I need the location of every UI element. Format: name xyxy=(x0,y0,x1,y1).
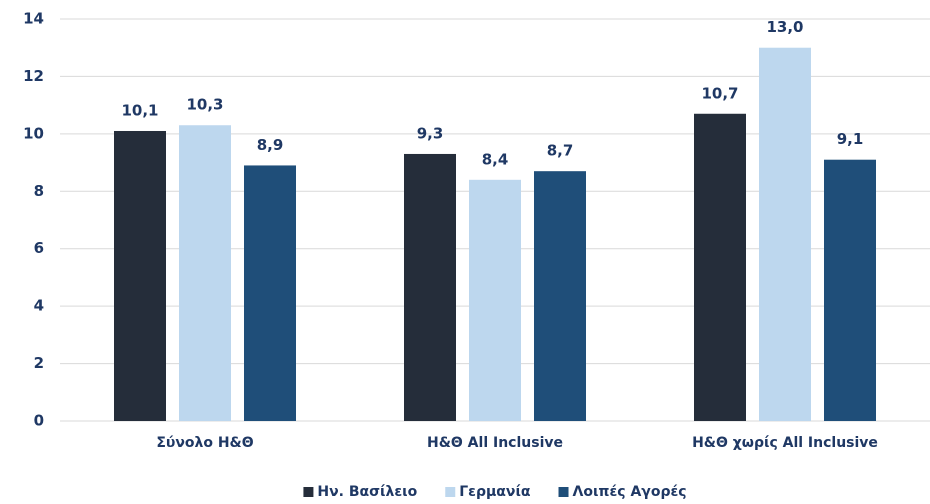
bar xyxy=(824,159,876,421)
y-tick-label: 0 xyxy=(34,412,44,430)
y-tick-label: 8 xyxy=(34,182,44,200)
y-tick-label: 2 xyxy=(34,354,44,372)
legend-label: Ην. Βασίλειο xyxy=(317,484,417,500)
bar xyxy=(759,47,811,421)
value-label: 8,7 xyxy=(547,142,574,160)
y-tick-label: 12 xyxy=(23,67,44,85)
value-label: 8,4 xyxy=(482,150,509,168)
value-label: 10,3 xyxy=(186,96,223,114)
legend-label: Γερμανία xyxy=(459,484,531,500)
y-tick-label: 14 xyxy=(23,10,44,28)
legend-swatch xyxy=(303,487,314,497)
value-label: 9,3 xyxy=(417,124,444,142)
x-tick-label: Η&Θ χωρίς All Inclusive xyxy=(692,435,878,451)
legend-swatch xyxy=(445,487,456,497)
bar xyxy=(404,153,456,421)
bar xyxy=(179,125,231,421)
x-tick-label: Σύνολο Η&Θ xyxy=(156,435,253,451)
value-label: 10,7 xyxy=(701,84,738,102)
y-tick-label: 10 xyxy=(23,124,44,142)
value-label: 9,1 xyxy=(837,130,864,148)
y-tick-label: 4 xyxy=(34,297,44,315)
bar xyxy=(114,130,166,421)
value-label: 8,9 xyxy=(257,136,284,154)
bar xyxy=(534,171,586,421)
y-tick-label: 6 xyxy=(34,239,44,257)
legend-label: Λοιπές Αγορές xyxy=(573,484,687,500)
x-tick-label: Η&Θ All Inclusive xyxy=(427,435,563,451)
value-label: 13,0 xyxy=(766,18,803,36)
bar xyxy=(244,165,296,421)
bar xyxy=(694,113,746,421)
bar xyxy=(469,179,521,421)
legend-swatch xyxy=(558,487,569,497)
value-label: 10,1 xyxy=(121,101,158,119)
